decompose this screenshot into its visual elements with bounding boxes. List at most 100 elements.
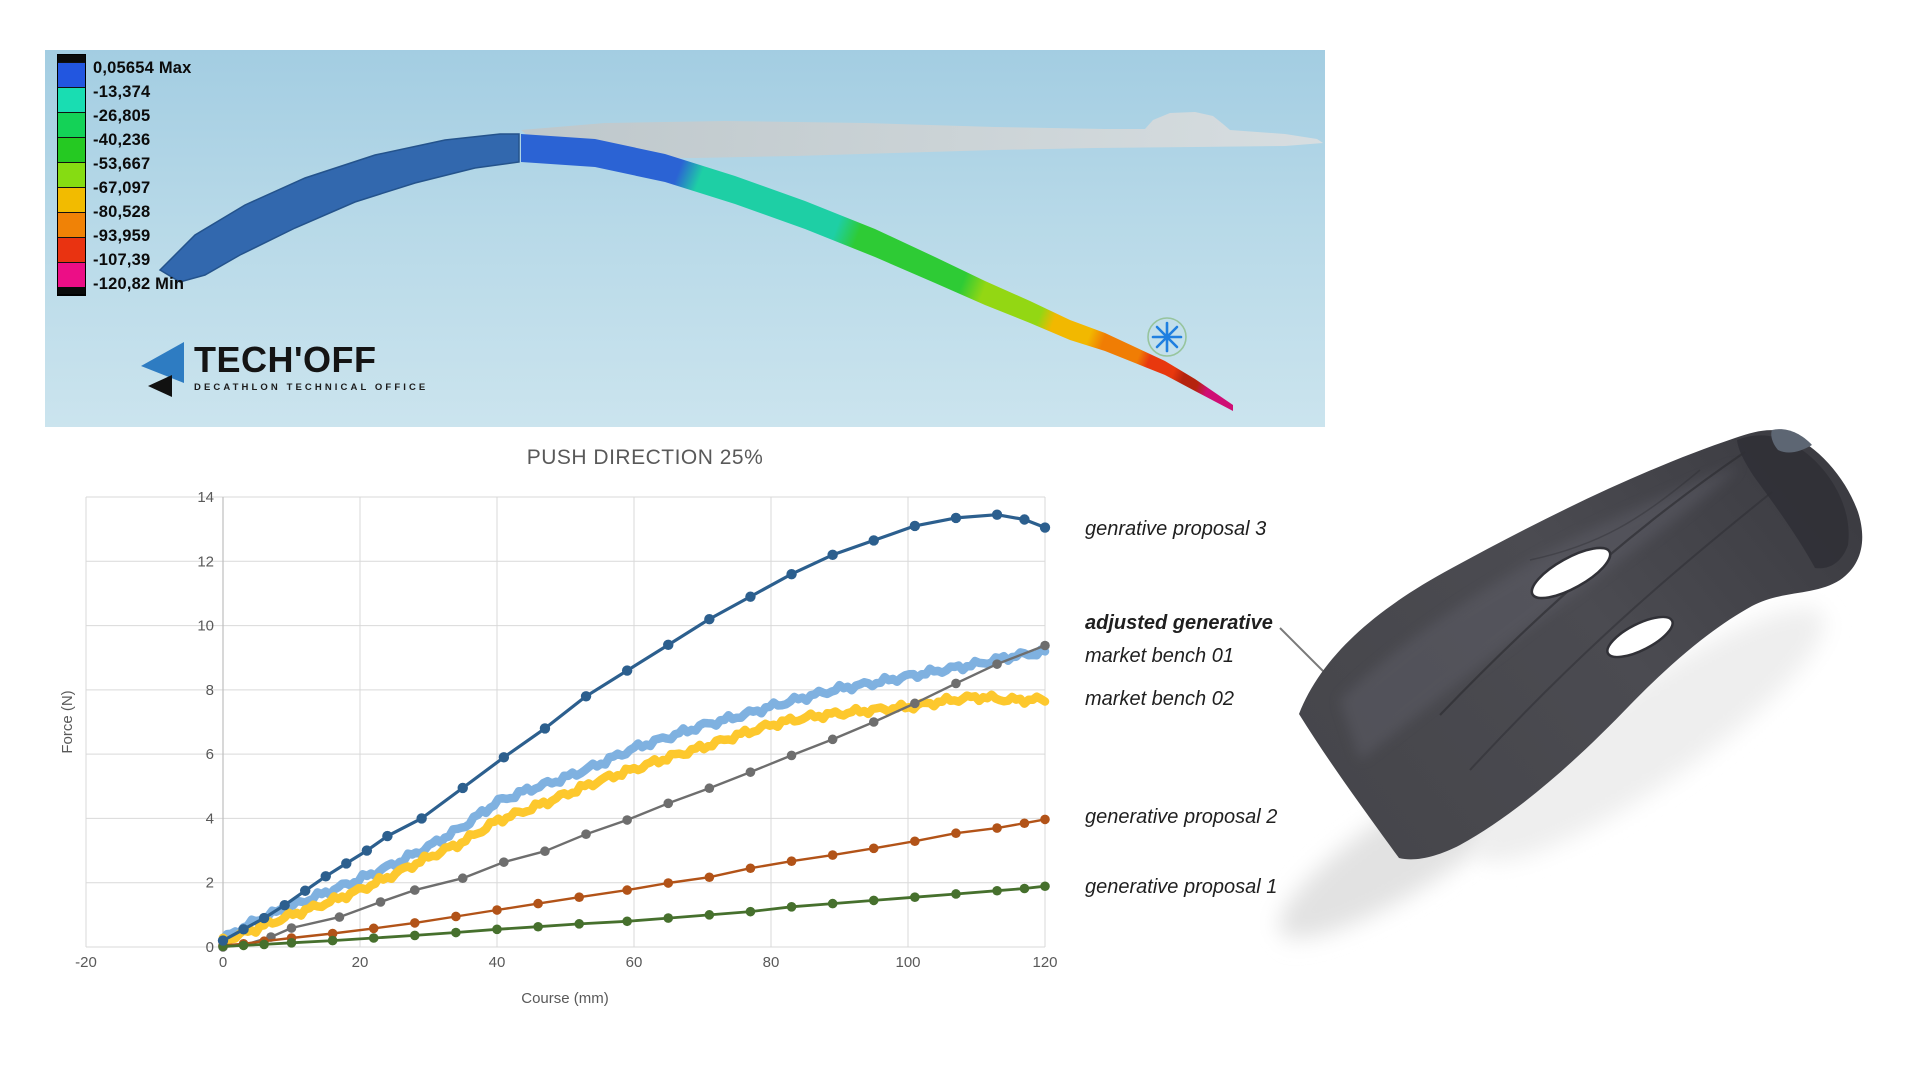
- marker-adjusted-generative: [540, 846, 550, 857]
- chart-title: PUSH DIRECTION 25%: [526, 446, 764, 469]
- fin-render: [1279, 429, 1863, 939]
- x-tick--20: -20: [75, 954, 97, 971]
- marker-genrative-proposal-3: [909, 520, 921, 532]
- fea-legend-value-8: -107,39: [93, 251, 151, 269]
- marker-genrative-proposal-3: [868, 535, 879, 546]
- marker-adjusted-generative: [457, 873, 468, 884]
- y-tick-6: 6: [206, 746, 214, 763]
- marker-genrative-proposal-3: [382, 830, 393, 842]
- fea-legend-values: 0,05654 Max -13,374 -26,805 -40,236 -53,667 -…: [93, 54, 192, 296]
- x-tick-80: 80: [763, 954, 780, 971]
- fin-shadow-2: [1475, 608, 1825, 862]
- fea-legend-band-0: [58, 62, 85, 87]
- marker-generative-proposal-1: [951, 889, 961, 899]
- marker-genrative-proposal-3: [361, 845, 373, 856]
- marker-generative-proposal-1: [574, 919, 584, 929]
- marker-genrative-proposal-3: [279, 900, 290, 911]
- fea-color-bar-top-cap: [58, 55, 85, 62]
- marker-generative-proposal-2: [533, 898, 543, 909]
- logo-title: TECH'OFF: [194, 339, 377, 380]
- marker-adjusted-generative: [286, 923, 297, 933]
- marker-generative-proposal-1: [286, 938, 297, 948]
- marker-generative-proposal-2: [827, 850, 838, 860]
- marker-generative-proposal-1: [786, 902, 797, 912]
- techoff-logo-icon: [141, 342, 184, 397]
- undeformed-fin-shape: [521, 112, 1323, 158]
- marker-generative-proposal-1: [451, 927, 461, 938]
- marker-adjusted-generative: [910, 698, 920, 709]
- marker-generative-proposal-2: [786, 856, 797, 866]
- marker-adjusted-generative: [786, 750, 797, 761]
- marker-genrative-proposal-3: [1039, 522, 1051, 533]
- deformed-fin-left: [158, 133, 520, 283]
- fea-legend-value-5: -67,097: [93, 179, 151, 197]
- fea-simulation-image: 0,05654 Max -13,374 -26,805 -40,236 -53,667 -…: [45, 50, 1325, 427]
- x-axis-label: Course (mm): [521, 990, 609, 1007]
- fea-legend-value-6: -80,528: [93, 203, 151, 221]
- marker-adjusted-generative: [375, 897, 386, 907]
- marker-genrative-proposal-3: [704, 613, 715, 625]
- marker-generative-proposal-1: [745, 906, 756, 917]
- marker-generative-proposal-2: [492, 905, 502, 915]
- marker-generative-proposal-1: [663, 913, 674, 923]
- marker-generative-proposal-1: [238, 940, 249, 951]
- marker-generative-proposal-2: [663, 878, 674, 888]
- fin-ridge-2: [1469, 491, 1773, 771]
- fea-legend-value-2: -26,805: [93, 107, 151, 125]
- marker-genrative-proposal-3: [663, 639, 674, 651]
- series-label-adjusted-generative: adjusted generative: [1085, 612, 1273, 634]
- marker-adjusted-generative: [410, 885, 420, 895]
- techoff-logo: TECH'OFF DECATHLON TECHNICAL OFFICE: [140, 341, 428, 399]
- marker-generative-proposal-2: [451, 911, 461, 922]
- deformed-fin-right: [521, 134, 1233, 411]
- y-tick-12: 12: [197, 553, 214, 570]
- fin-foot-tip: [1771, 429, 1812, 453]
- marker-genrative-proposal-3: [238, 924, 249, 935]
- marker-generative-proposal-2: [1019, 818, 1030, 829]
- marker-generative-proposal-1: [368, 933, 379, 943]
- marker-genrative-proposal-3: [745, 591, 756, 602]
- marker-generative-proposal-2: [745, 863, 756, 874]
- x-tick-120: 120: [1032, 954, 1057, 971]
- x-tick-40: 40: [489, 954, 506, 971]
- marker-generative-proposal-2: [704, 872, 715, 883]
- logo-subtitle: DECATHLON TECHNICAL OFFICE: [194, 382, 429, 393]
- marker-genrative-proposal-3: [320, 871, 331, 882]
- marker-generative-proposal-2: [951, 828, 961, 839]
- marker-generative-proposal-1: [1019, 883, 1030, 894]
- marker-adjusted-generative: [334, 912, 345, 922]
- fea-deformation-graphic: [158, 112, 1323, 411]
- marker-adjusted-generative: [951, 678, 961, 689]
- series-adjusted-generative: [222, 644, 1046, 949]
- marker-adjusted-generative: [827, 734, 838, 745]
- fea-color-bar: [57, 54, 86, 296]
- marker-generative-proposal-1: [704, 910, 715, 920]
- y-tick-10: 10: [197, 618, 214, 635]
- fea-legend-band-3: [58, 137, 85, 162]
- marker-genrative-proposal-3: [498, 752, 510, 763]
- fin-ridge-3: [1529, 469, 1701, 561]
- fea-legend-band-4: [58, 162, 85, 187]
- fea-legend-value-0: 0,05654 Max: [93, 59, 192, 77]
- marker-generative-proposal-1: [327, 935, 338, 946]
- marker-generative-proposal-2: [1040, 814, 1050, 825]
- marker-generative-proposal-1: [492, 924, 502, 935]
- marker-adjusted-generative: [663, 798, 674, 809]
- marker-generative-proposal-1: [259, 939, 269, 950]
- fea-legend-band-1: [58, 87, 85, 112]
- fea-legend-value-3: -40,236: [93, 131, 151, 149]
- fin-body: [1299, 430, 1863, 860]
- marker-genrative-proposal-3: [1019, 514, 1030, 525]
- y-tick-14: 14: [197, 489, 214, 506]
- fea-color-legend: 0,05654 Max -13,374 -26,805 -40,236 -53,667 -…: [57, 54, 192, 296]
- series-label-market-bench-01: market bench 01: [1085, 645, 1234, 667]
- marker-generative-proposal-2: [622, 885, 632, 895]
- marker-generative-proposal-2: [368, 923, 379, 934]
- marker-generative-proposal-2: [410, 918, 420, 928]
- marker-generative-proposal-1: [410, 930, 420, 941]
- marker-genrative-proposal-3: [300, 885, 311, 896]
- marker-genrative-proposal-3: [786, 568, 797, 580]
- series-label-genrative-proposal-3: genrative proposal 3: [1085, 518, 1267, 540]
- y-tick-8: 8: [206, 682, 214, 699]
